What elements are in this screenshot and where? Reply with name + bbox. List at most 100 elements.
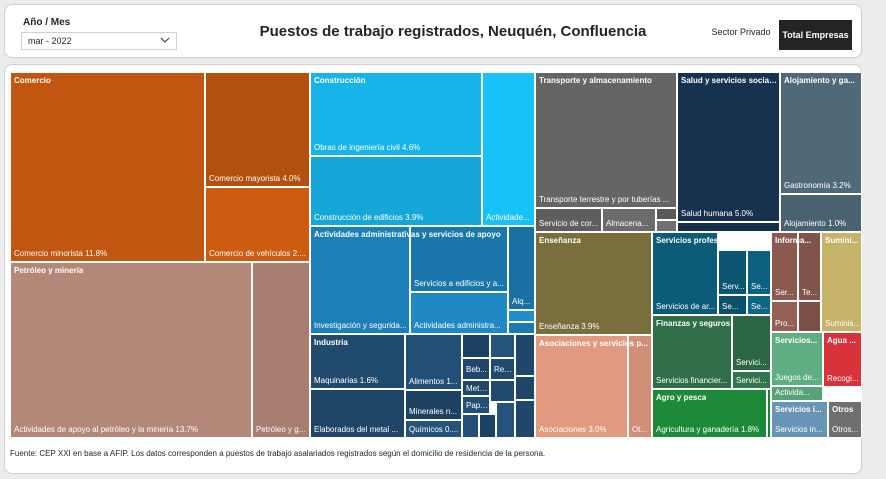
- treemap-group-suministro-de-electricidad-y-gas: Sumini...: [825, 236, 859, 245]
- treemap-tile-asociaciones-y-servicios-personales-otros-servicios[interactable]: Ot...: [628, 335, 652, 438]
- tile-label: Transporte terrestre y por tuberías ...: [539, 195, 670, 204]
- tile-label: Servici...: [736, 358, 767, 367]
- treemap-tile-construccion-actividades-especializadas[interactable]: Actividade...: [482, 72, 535, 226]
- tile-label: Servicios a edificios y a...: [414, 279, 504, 288]
- treemap-tile-servicios-profesionales-cientificos-y-tecnicos-se-3[interactable]: Se...: [747, 295, 771, 315]
- treemap-tile-actividades-administrativas-y-servicios-de-apoyo-servicios-a-edificios[interactable]: Servicios a edificios y a...: [410, 226, 508, 292]
- tile-label: Agricultura y ganadería 1.8%: [656, 425, 760, 434]
- treemap-tile-transporte-y-almacenamiento-transporte-terrestre-y-por-tuberias[interactable]: Transporte terrestre y por tuberías ...: [535, 72, 677, 208]
- treemap-tile-petroleo-y-mineria-actividades-de-apoyo-al-petroleo-y-la-mineria[interactable]: Actividades de apoyo al petróleo y la mi…: [10, 262, 252, 438]
- treemap-tile-comercio-comercio-de-vehiculos[interactable]: Comercio de vehículos 2....: [205, 187, 310, 262]
- treemap-tile-transporte-y-almacenamiento-almacenamiento[interactable]: Almacena...: [602, 208, 656, 232]
- treemap-tile-informacion-y-comunicaciones-servicios-de-informacion[interactable]: Ser...: [771, 232, 798, 301]
- tile-label: Alq...: [512, 297, 531, 306]
- treemap-tile-servicios-profesionales-cientificos-y-tecnicos-se-2[interactable]: Se...: [718, 295, 747, 315]
- tile-label: Enseñanza 3.9%: [539, 322, 600, 331]
- tile-label: Comercio mayorista 4.0%: [209, 174, 301, 183]
- treemap-tile-servicios-inmobiliarios-actividades[interactable]: Activida...: [771, 386, 823, 401]
- treemap-tile-transporte-y-almacenamiento-t2[interactable]: [656, 220, 677, 232]
- treemap-tile-transporte-y-almacenamiento-t1[interactable]: [656, 208, 677, 220]
- treemap-tile-industria-i6[interactable]: [462, 414, 479, 438]
- footnote: Fuente: CEP XXI en base a AFIP. Los dato…: [10, 449, 546, 458]
- treemap-tile-alojamiento-y-gastronomia-gastronomia[interactable]: Gastronomía 3.2%: [780, 72, 862, 194]
- treemap-group-transporte-y-almacenamiento: Transporte y almacenamiento: [539, 76, 652, 85]
- tile-label: Actividade...: [486, 213, 530, 222]
- treemap-tile-alojamiento-y-gastronomia-alojamiento[interactable]: Alojamiento 1.0%: [780, 194, 862, 232]
- treemap-tile-construccion-construccion-de-edificios[interactable]: Construcción de edificios 3.9%: [310, 156, 482, 226]
- sector-privado-button[interactable]: Sector Privado: [711, 27, 771, 37]
- total-empresas-button[interactable]: Total Empresas: [779, 20, 852, 50]
- treemap-tile-industria-i7[interactable]: [479, 414, 496, 438]
- treemap-tile-actividades-administrativas-y-servicios-de-apoyo-investigacion-y-seguridad[interactable]: Investigación y segurida...: [310, 226, 410, 334]
- treemap-tile-asociaciones-y-servicios-personales-asociaciones[interactable]: Asociaciones 3.0%: [535, 335, 628, 438]
- treemap-group-informacion-y-comunicaciones: Informa...: [775, 236, 812, 245]
- treemap-tile-petroleo-y-mineria-petroleo-y-gas[interactable]: Petróleo y g...: [252, 262, 310, 438]
- treemap-tile-finanzas-y-seguros-servicios-2[interactable]: Servici...: [732, 315, 771, 371]
- tile-label: Serv...: [722, 282, 745, 291]
- treemap-group-petroleo-y-mineria: Petróleo y minería: [14, 266, 84, 275]
- treemap-tile-comercio-comercio-minorista[interactable]: Comercio minorista 11.8%: [10, 72, 205, 262]
- treemap-tile-suministro-de-electricidad-y-gas-suministro[interactable]: Suminis...: [821, 232, 862, 332]
- treemap-tile-industria-papel[interactable]: Pape...: [462, 396, 490, 414]
- header-card: Año / Mes mar - 2022 Puestos de trabajo …: [4, 4, 862, 58]
- treemap-tile-transporte-y-almacenamiento-servicio-de-correo[interactable]: Servicio de cor...: [535, 208, 602, 232]
- treemap-tile-informacion-y-comunicaciones-produccion-audiovisual[interactable]: Pro...: [771, 301, 798, 332]
- tile-label: Construcción de edificios 3.9%: [314, 213, 424, 222]
- tile-label: Beb...: [466, 365, 487, 374]
- treemap-group-otros: Otros: [832, 405, 854, 414]
- tile-label: Actividades administra...: [414, 321, 501, 330]
- treemap-tile-finanzas-y-seguros-servicios-3[interactable]: Servici...: [732, 371, 771, 389]
- treemap-tile-industria-quimicos[interactable]: Químicos 0....: [405, 420, 462, 438]
- tile-label: Activida...: [775, 388, 810, 397]
- tile-label: Se...: [751, 282, 768, 291]
- treemap-tile-actividades-administrativas-y-servicios-de-apoyo-actividades-administrativas[interactable]: Actividades administra...: [410, 292, 508, 334]
- treemap-tile-servicios-profesionales-cientificos-y-tecnicos-serv-1[interactable]: Serv...: [718, 250, 747, 295]
- treemap-tile-industria-metales[interactable]: Meta...: [462, 380, 490, 396]
- tile-label: Servicios financier...: [656, 376, 728, 385]
- tile-label: Comercio minorista 11.8%: [14, 249, 108, 258]
- tile-label: Ot...: [632, 425, 648, 434]
- treemap-tile-actividades-administrativas-y-servicios-de-apoyo-alq[interactable]: Alq...: [508, 226, 535, 310]
- treemap-tile-industria-alimentos[interactable]: Alimentos 1...: [405, 334, 462, 390]
- treemap-group-agro-y-pesca: Agro y pesca: [656, 393, 707, 402]
- treemap-tile-informacion-y-comunicaciones-c1[interactable]: [798, 301, 821, 332]
- treemap-tile-industria-minerales-no-metalicos[interactable]: Minerales n...: [405, 390, 462, 420]
- tile-label: Actividades de apoyo al petróleo y la mi…: [14, 425, 199, 434]
- treemap-tile-industria-i3[interactable]: [515, 334, 535, 376]
- treemap-tile-industria-maquinarias[interactable]: Maquinarias 1.6%: [310, 334, 405, 389]
- tile-label: Se...: [751, 302, 768, 311]
- treemap-tile-industria-i2[interactable]: [490, 334, 515, 358]
- tile-label: Alojamiento 1.0%: [784, 219, 847, 228]
- tile-label: Maquinarias 1.6%: [314, 376, 379, 385]
- treemap-tile-comercio-comercio-mayorista[interactable]: Comercio mayorista 4.0%: [205, 72, 310, 187]
- treemap-group-ensenanza: Enseñanza: [539, 236, 581, 245]
- treemap-tile-actividades-administrativas-y-servicios-de-apoyo-otros-2[interactable]: [508, 322, 535, 334]
- treemap-tile-industria-i1[interactable]: [462, 334, 490, 358]
- treemap-tile-industria-reparacion[interactable]: Rep...: [490, 358, 515, 380]
- tile-label: Asociaciones 3.0%: [539, 425, 607, 434]
- treemap-tile-industria-i4[interactable]: [490, 380, 515, 402]
- treemap-group-salud-y-servicios-sociales: Salud y servicios sociales: [681, 76, 778, 85]
- treemap-tile-servicios-profesionales-cientificos-y-tecnicos-se-1[interactable]: Se...: [747, 250, 771, 295]
- tile-label: Se...: [722, 302, 739, 311]
- treemap-tile-industria-elaborados-del-metal[interactable]: Elaborados del metal ...: [310, 389, 405, 438]
- treemap-tile-industria-i9[interactable]: [515, 400, 535, 438]
- period-dropdown[interactable]: mar - 2022: [21, 32, 177, 50]
- tile-label: Te...: [802, 288, 818, 297]
- tile-label: Investigación y segurida...: [314, 321, 407, 330]
- treemap-tile-salud-y-servicios-sociales-salud-humana[interactable]: Salud humana 5.0%: [677, 72, 780, 222]
- treemap-group-alojamiento-y-gastronomia: Alojamiento y ga...: [784, 76, 855, 85]
- tile-label: Recogi...: [827, 374, 859, 383]
- tile-label: Rep...: [494, 365, 514, 374]
- tile-label: Ser...: [775, 288, 794, 297]
- tile-label: Meta...: [466, 384, 489, 393]
- tile-label: Otros...: [832, 425, 859, 434]
- treemap-group-comercio: Comercio: [14, 76, 51, 85]
- treemap-tile-actividades-administrativas-y-servicios-de-apoyo-otros-1[interactable]: [508, 310, 535, 322]
- treemap-tile-construccion-obras-de-ingenieria-civil[interactable]: Obras de ingeniería civil 4.6%: [310, 72, 482, 156]
- treemap-tile-industria-i5[interactable]: [515, 376, 535, 400]
- treemap-tile-salud-y-servicios-sociales-s1[interactable]: [677, 222, 780, 232]
- treemap-tile-industria-i8[interactable]: [496, 402, 515, 438]
- treemap-tile-ensenanza-ensenanza[interactable]: Enseñanza 3.9%: [535, 232, 652, 335]
- treemap-tile-industria-bebidas[interactable]: Beb...: [462, 358, 490, 380]
